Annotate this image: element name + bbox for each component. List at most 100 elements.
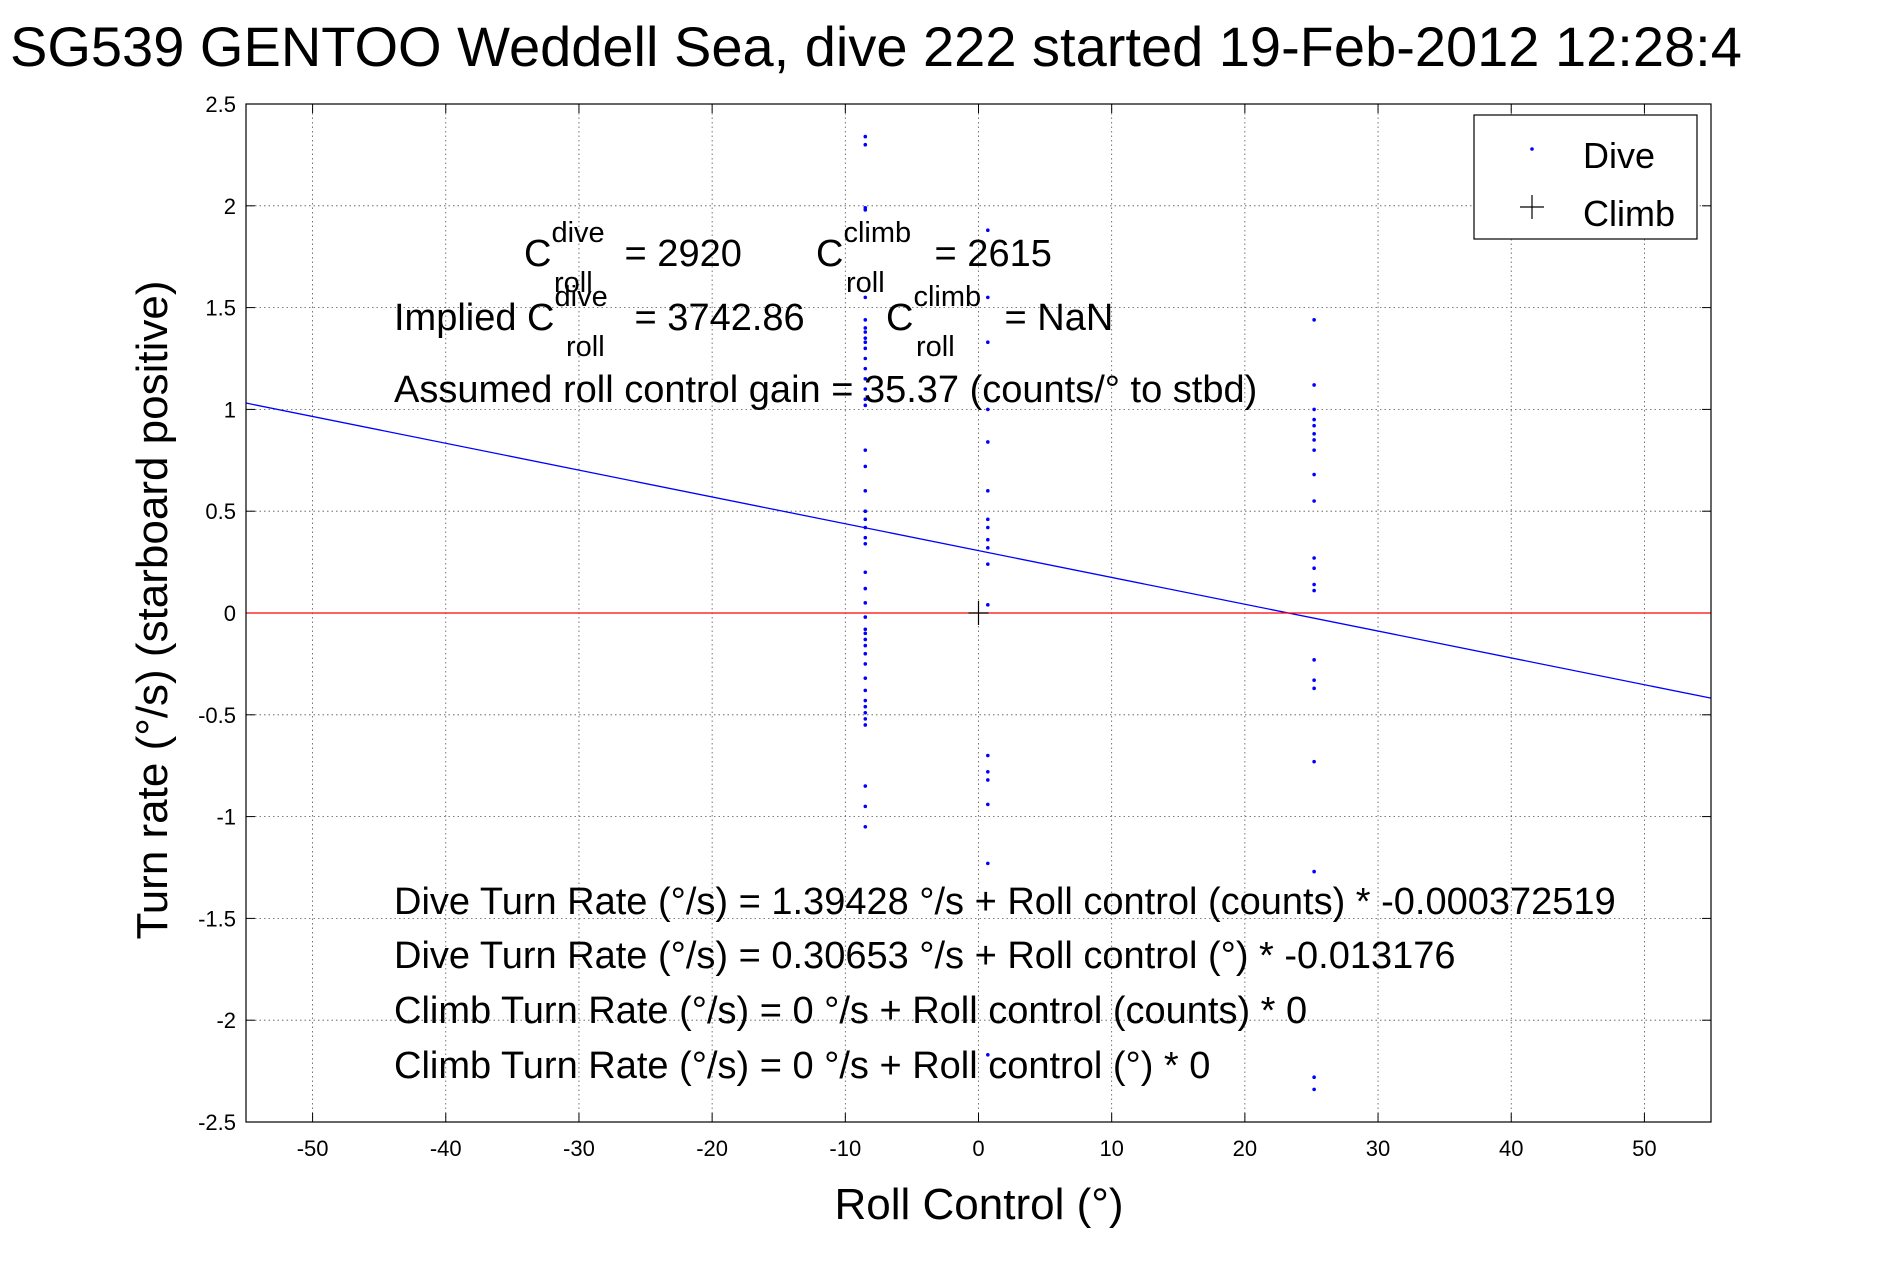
dive-point bbox=[1312, 423, 1316, 428]
dive-point bbox=[986, 562, 990, 566]
implied-dive-value: = 3742.86 bbox=[624, 297, 805, 339]
y-tick-label: -2.5 bbox=[198, 1110, 236, 1135]
dive-point bbox=[986, 770, 990, 774]
dive-point bbox=[863, 489, 868, 493]
legend-climb-label: Climb bbox=[1583, 193, 1675, 234]
dive-point bbox=[863, 651, 868, 656]
dive-point bbox=[986, 753, 990, 758]
legend: Dive Climb bbox=[1473, 114, 1698, 240]
implied-climb-sup: climb bbox=[913, 281, 981, 313]
dive-point bbox=[986, 861, 990, 866]
dive-point bbox=[863, 676, 868, 680]
dive-point bbox=[1312, 759, 1316, 764]
dive-fit-line bbox=[245, 402, 1712, 699]
dive-point bbox=[863, 784, 868, 788]
dive-point bbox=[863, 710, 868, 715]
dive-point bbox=[1312, 499, 1316, 503]
x-tick-label: -20 bbox=[696, 1136, 728, 1161]
x-tick-label: 30 bbox=[1366, 1136, 1390, 1161]
chart-title: SG539 GENTOO Weddell Sea, dive 222 start… bbox=[10, 15, 1742, 78]
y-axis-label: Turn rate (°/s) (starboard positive) bbox=[128, 280, 177, 939]
dive-point bbox=[863, 295, 868, 300]
dive-point bbox=[986, 228, 990, 233]
dive-point bbox=[863, 631, 868, 636]
implied-climb-base: C bbox=[886, 297, 913, 339]
dive-point bbox=[863, 517, 868, 522]
dive-point bbox=[863, 643, 868, 648]
dive-point bbox=[863, 570, 868, 575]
y-tick-label: 2 bbox=[224, 194, 236, 219]
legend-dive-label: Dive bbox=[1583, 135, 1655, 176]
x-axis-label: Roll Control (°) bbox=[835, 1180, 1124, 1229]
x-tick-label: -40 bbox=[430, 1136, 462, 1161]
x-tick-label: -50 bbox=[297, 1136, 329, 1161]
y-tick-label: 2.5 bbox=[205, 92, 236, 117]
dive-equation-degrees: Dive Turn Rate (°/s) = 0.30653 °/s + Rol… bbox=[394, 935, 1456, 977]
dive-point bbox=[863, 318, 868, 322]
dive-point bbox=[863, 615, 868, 619]
c-climb-value: = 2615 bbox=[924, 233, 1052, 275]
implied-dive-sup: dive bbox=[555, 281, 608, 313]
dive-point bbox=[863, 330, 868, 334]
implied-c-climb-annotation: Cclimb roll = NaN bbox=[886, 281, 1113, 363]
dive-point bbox=[863, 366, 868, 371]
y-tick-label: -2 bbox=[216, 1008, 236, 1033]
dive-point bbox=[1312, 407, 1316, 412]
legend-box bbox=[1473, 114, 1698, 240]
dive-point bbox=[986, 489, 990, 493]
dive-point bbox=[986, 295, 990, 300]
c-climb-base: C bbox=[816, 233, 843, 275]
dive-point bbox=[1312, 318, 1316, 322]
c-dive-sup: dive bbox=[551, 217, 604, 249]
dive-point bbox=[863, 717, 868, 721]
x-tick-label: -30 bbox=[563, 1136, 595, 1161]
dive-point bbox=[1312, 658, 1316, 662]
dive-point bbox=[986, 407, 990, 412]
dive-point bbox=[863, 698, 868, 703]
dive-point bbox=[1312, 383, 1316, 387]
dive-point bbox=[863, 377, 868, 381]
dive-point bbox=[863, 387, 868, 391]
dive-point bbox=[986, 1053, 990, 1057]
dive-point bbox=[863, 723, 868, 727]
dive-point bbox=[986, 525, 990, 530]
x-tick-label: 10 bbox=[1099, 1136, 1123, 1161]
dive-point bbox=[1312, 432, 1316, 436]
y-tick-label: -0.5 bbox=[198, 703, 236, 728]
y-tick-label: 1 bbox=[224, 397, 236, 422]
dive-point bbox=[1312, 869, 1316, 874]
dive-point bbox=[863, 448, 868, 452]
dive-point bbox=[986, 546, 990, 550]
dive-point bbox=[863, 142, 868, 147]
dive-point bbox=[1312, 556, 1316, 560]
dive-point bbox=[863, 688, 868, 693]
climb-equation-degrees: Climb Turn Rate (°/s) = 0 °/s + Roll con… bbox=[394, 1045, 1210, 1087]
dive-point bbox=[863, 340, 868, 345]
climb-equation-counts: Climb Turn Rate (°/s) = 0 °/s + Roll con… bbox=[394, 990, 1307, 1032]
roll-gain-annotation: Assumed roll control gain = 35.37 (count… bbox=[394, 369, 1257, 411]
dive-point bbox=[1312, 686, 1316, 691]
tick-labels: -50 -40 -30 -20 -10 0 10 20 30 40 50-2.5-2-1.5-1-0… bbox=[198, 92, 1657, 1161]
dive-point bbox=[863, 208, 868, 212]
dive-point bbox=[986, 340, 990, 345]
dive-point bbox=[863, 804, 868, 809]
y-tick-label: 1.5 bbox=[205, 296, 236, 321]
implied-c-dive-annotation: Implied Cdive roll = 3742.86 bbox=[394, 281, 805, 363]
dive-point bbox=[1312, 566, 1316, 571]
data-points bbox=[863, 134, 1316, 1092]
dive-point bbox=[1312, 678, 1316, 682]
implied-climb-value: = NaN bbox=[994, 297, 1113, 339]
x-tick-label: 0 bbox=[972, 1136, 984, 1161]
dive-point bbox=[863, 541, 868, 546]
dive-point bbox=[986, 440, 990, 444]
dive-point bbox=[1312, 582, 1316, 587]
dive-point bbox=[863, 824, 868, 829]
dive-point bbox=[863, 601, 868, 605]
dive-point bbox=[1312, 1075, 1316, 1080]
dive-point bbox=[863, 397, 868, 402]
dive-point bbox=[986, 537, 990, 542]
dive-point bbox=[863, 403, 868, 408]
dive-point bbox=[986, 778, 990, 782]
x-tick-label: 20 bbox=[1233, 1136, 1257, 1161]
